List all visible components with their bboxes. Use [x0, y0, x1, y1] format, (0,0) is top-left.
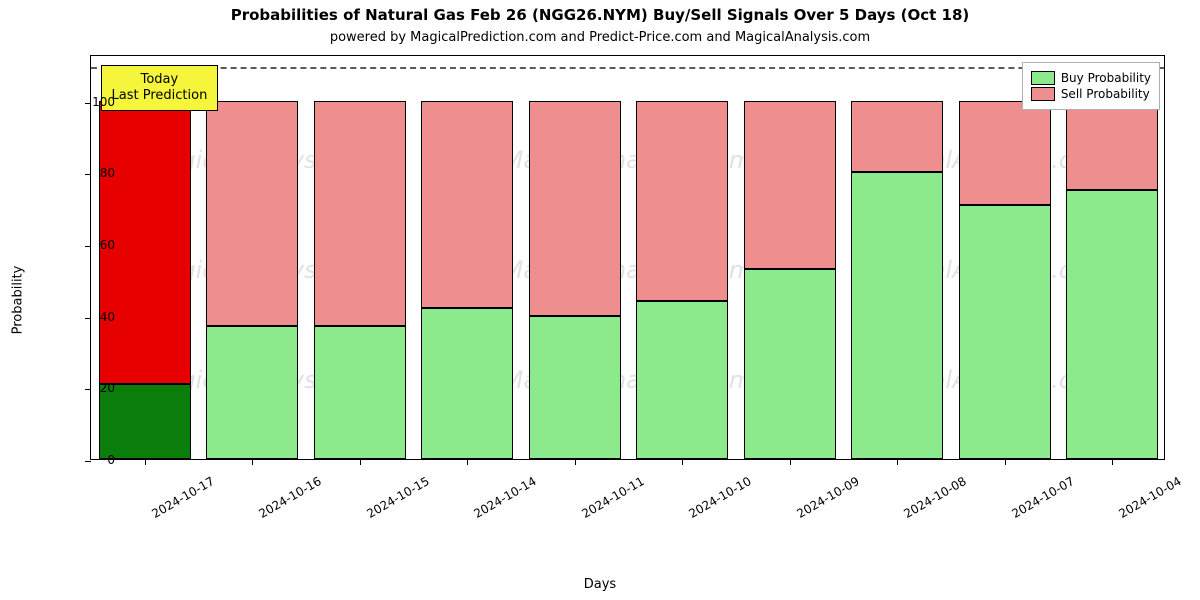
y-tick-label: 0	[15, 453, 115, 467]
bar-sell	[314, 101, 406, 327]
chart-title: Probabilities of Natural Gas Feb 26 (NGG…	[0, 6, 1200, 24]
x-tick-label: 2024-10-16	[257, 474, 324, 521]
x-tick-label: 2024-10-10	[687, 474, 754, 521]
bar-sell	[636, 101, 728, 302]
x-tick-label: 2024-10-07	[1009, 474, 1076, 521]
bar-sell	[959, 101, 1051, 205]
y-tick-label: 80	[15, 166, 115, 180]
x-tick-mark	[360, 459, 361, 465]
bar-buy	[959, 205, 1051, 459]
x-tick-label: 2024-10-14	[472, 474, 539, 521]
x-tick-mark	[790, 459, 791, 465]
x-tick-mark	[467, 459, 468, 465]
y-tick-label: 60	[15, 238, 115, 252]
chart-subtitle: powered by MagicalPrediction.com and Pre…	[0, 30, 1200, 45]
legend-item: Buy Probability	[1031, 71, 1151, 85]
x-axis-label: Days	[0, 577, 1200, 592]
x-tick-label: 2024-10-08	[902, 474, 969, 521]
bar-buy	[851, 172, 943, 459]
x-tick-label: 2024-10-15	[364, 474, 431, 521]
y-tick-label: 100	[15, 95, 115, 109]
bar-sell	[529, 101, 621, 316]
x-tick-label: 2024-10-04	[1117, 474, 1184, 521]
legend-label: Buy Probability	[1061, 71, 1151, 85]
bar-buy	[1066, 190, 1158, 459]
bar-buy	[529, 316, 621, 459]
x-tick-label: 2024-10-11	[579, 474, 646, 521]
bar-buy	[421, 308, 513, 459]
bar-buy	[744, 269, 836, 459]
bar-buy	[636, 301, 728, 459]
y-axis-label: Probability	[11, 266, 26, 335]
x-tick-mark	[897, 459, 898, 465]
x-tick-label: 2024-10-09	[794, 474, 861, 521]
legend-swatch	[1031, 87, 1055, 101]
x-tick-mark	[575, 459, 576, 465]
legend-label: Sell Probability	[1061, 87, 1150, 101]
bar-sell	[744, 101, 836, 269]
plot-area: MagicalAnalysis.com MagicalAnalysis.com …	[90, 55, 1165, 460]
bar-sell	[206, 101, 298, 327]
threshold-line	[91, 67, 1164, 69]
x-tick-mark	[252, 459, 253, 465]
annotation-line2: Last Prediction	[112, 88, 208, 104]
x-tick-mark	[1005, 459, 1006, 465]
bar-buy	[206, 326, 298, 459]
y-tick-label: 20	[15, 381, 115, 395]
bar-sell	[1066, 101, 1158, 191]
annotation-line1: Today	[112, 72, 208, 88]
bar-sell	[421, 101, 513, 309]
bar-sell	[851, 101, 943, 173]
legend-item: Sell Probability	[1031, 87, 1151, 101]
today-annotation: TodayLast Prediction	[101, 65, 219, 112]
legend: Buy Probability Sell Probability	[1022, 62, 1160, 110]
y-tick-label: 40	[15, 310, 115, 324]
legend-swatch	[1031, 71, 1055, 85]
x-tick-mark	[145, 459, 146, 465]
bar-buy	[314, 326, 406, 459]
chart-container: Probabilities of Natural Gas Feb 26 (NGG…	[0, 0, 1200, 600]
x-tick-mark	[682, 459, 683, 465]
x-tick-mark	[1112, 459, 1113, 465]
x-tick-label: 2024-10-17	[149, 474, 216, 521]
